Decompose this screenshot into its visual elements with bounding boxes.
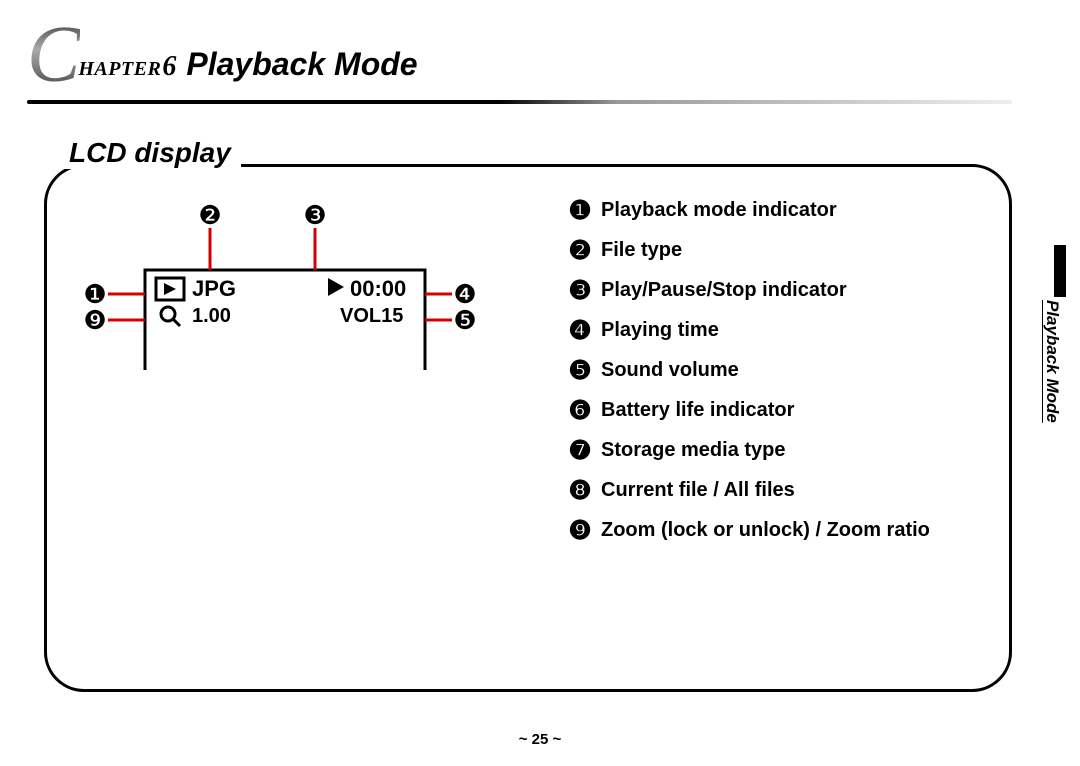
legend-item: ❺ Sound volume	[567, 350, 930, 390]
svg-text:JPG: JPG	[192, 276, 236, 301]
svg-text:❺: ❺	[453, 305, 476, 335]
legend-label: Sound volume	[601, 350, 739, 390]
legend-item: ❹ Playing time	[567, 310, 930, 350]
legend-label: Playback mode indicator	[601, 190, 837, 230]
legend-item: ❻ Battery life indicator	[567, 390, 930, 430]
page-number: ~ 25 ~	[0, 731, 1080, 748]
legend-number: ❷	[567, 237, 593, 263]
legend-number: ❾	[567, 517, 593, 543]
svg-text:00:00: 00:00	[350, 276, 406, 301]
legend-number: ❹	[567, 317, 593, 343]
svg-text:❷: ❷	[198, 200, 221, 230]
legend-item: ❶ Playback mode indicator	[567, 190, 930, 230]
legend-label: Playing time	[601, 310, 719, 350]
legend-label: File type	[601, 230, 682, 270]
legend-number: ❼	[567, 437, 593, 463]
legend-list: ❶ Playback mode indicator ❷ File type ❸ Play/…	[567, 190, 930, 550]
legend-label: Zoom (lock or unlock) / Zoom ratio	[601, 510, 930, 550]
legend-label: Play/Pause/Stop indicator	[601, 270, 847, 310]
legend-number: ❻	[567, 397, 593, 423]
legend-item: ❼ Storage media type	[567, 430, 930, 470]
legend-label: Current file / All files	[601, 470, 795, 510]
legend-number: ❺	[567, 357, 593, 383]
legend-label: Storage media type	[601, 430, 786, 470]
legend-label: Battery life indicator	[601, 390, 794, 430]
legend-number: ❽	[567, 477, 593, 503]
svg-text:❸: ❸	[303, 200, 326, 230]
side-tab-label: Playback Mode	[1042, 300, 1062, 423]
lcd-diagram: JPG00:001.00VOL15001/006❷❸❶❾❽❹❺❻❼	[0, 0, 485, 370]
svg-text:1.00: 1.00	[192, 305, 231, 327]
svg-text:❾: ❾	[83, 305, 106, 335]
legend-item: ❸ Play/Pause/Stop indicator	[567, 270, 930, 310]
thumb-tab	[1054, 245, 1066, 297]
svg-text:VOL15: VOL15	[340, 305, 403, 327]
legend-number: ❸	[567, 277, 593, 303]
manual-page: Playback Mode C HAPTER 6 Playback Mode L…	[0, 0, 1080, 766]
legend-item: ❾ Zoom (lock or unlock) / Zoom ratio	[567, 510, 930, 550]
legend-item: ❽ Current file / All files	[567, 470, 930, 510]
legend-item: ❷ File type	[567, 230, 930, 270]
legend-number: ❶	[567, 197, 593, 223]
